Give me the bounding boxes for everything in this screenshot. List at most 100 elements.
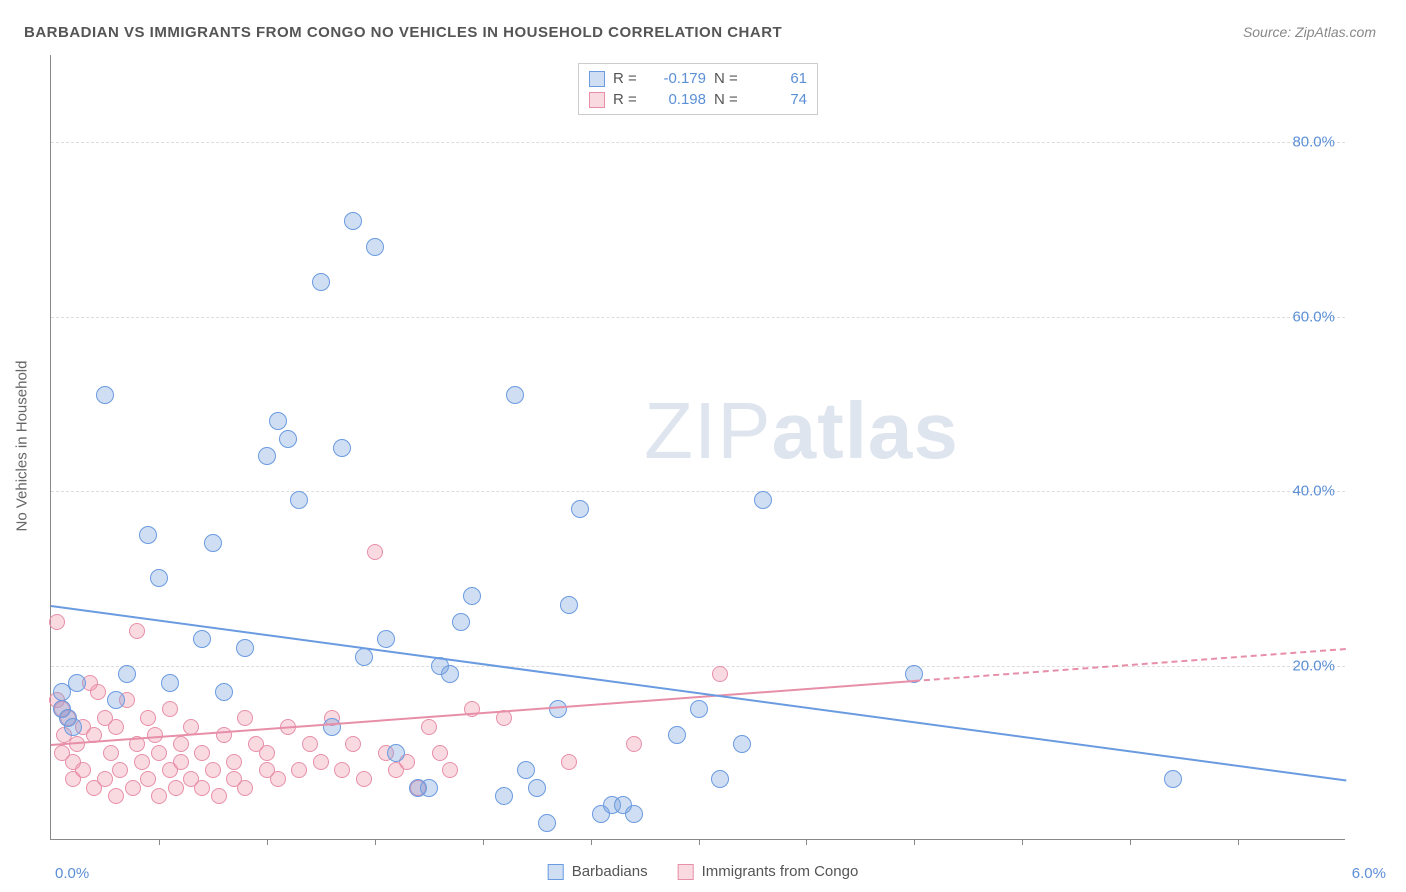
data-point-pink [151, 788, 167, 804]
gridline [51, 666, 1345, 667]
x-axis-max-label: 6.0% [1352, 865, 1386, 882]
legend-item-blue: Barbadians [548, 863, 648, 880]
data-point-blue [68, 674, 86, 692]
legend-swatch-pink [678, 864, 694, 880]
data-point-blue [377, 630, 395, 648]
data-point-pink [205, 762, 221, 778]
data-point-blue [733, 735, 751, 753]
data-point-blue [355, 648, 373, 666]
data-point-pink [125, 780, 141, 796]
data-point-blue [711, 770, 729, 788]
data-point-blue [506, 386, 524, 404]
legend-n-value-blue: 61 [752, 70, 807, 87]
source-label: Source: ZipAtlas.com [1243, 24, 1376, 40]
data-point-blue [754, 491, 772, 509]
data-point-pink [334, 762, 350, 778]
x-tick [375, 839, 376, 845]
data-point-blue [495, 787, 513, 805]
data-point-blue [690, 700, 708, 718]
data-point-blue [290, 491, 308, 509]
data-point-pink [140, 710, 156, 726]
legend-swatch-pink [589, 92, 605, 108]
legend-n-label: N = [714, 91, 744, 108]
x-tick [1022, 839, 1023, 845]
data-point-blue [1164, 770, 1182, 788]
legend-r-label: R = [613, 91, 643, 108]
data-point-blue [215, 683, 233, 701]
data-point-pink [291, 762, 307, 778]
legend-r-value-blue: -0.179 [651, 70, 706, 87]
data-point-pink [626, 736, 642, 752]
y-tick-label: 40.0% [1292, 483, 1335, 500]
data-point-pink [421, 719, 437, 735]
x-tick [1130, 839, 1131, 845]
x-tick [699, 839, 700, 845]
data-point-blue [107, 691, 125, 709]
data-point-pink [49, 614, 65, 630]
gridline [51, 491, 1345, 492]
data-point-pink [237, 780, 253, 796]
trendline-pink [51, 680, 914, 746]
watermark-thin: ZIP [644, 386, 771, 475]
data-point-pink [432, 745, 448, 761]
x-tick [591, 839, 592, 845]
data-point-pink [151, 745, 167, 761]
x-axis-min-label: 0.0% [55, 865, 89, 882]
legend-r-label: R = [613, 70, 643, 87]
x-tick [159, 839, 160, 845]
data-point-blue [387, 744, 405, 762]
data-point-pink [162, 701, 178, 717]
legend-swatch-blue [548, 864, 564, 880]
data-point-pink [168, 780, 184, 796]
y-axis-label: No Vehicles in Household [14, 361, 31, 532]
data-point-pink [561, 754, 577, 770]
data-point-blue [560, 596, 578, 614]
y-tick-label: 20.0% [1292, 657, 1335, 674]
data-point-pink [173, 736, 189, 752]
data-point-blue [538, 814, 556, 832]
data-point-blue [549, 700, 567, 718]
data-point-pink [97, 771, 113, 787]
y-tick-label: 80.0% [1292, 134, 1335, 151]
data-point-blue [463, 587, 481, 605]
data-point-pink [211, 788, 227, 804]
y-tick-label: 60.0% [1292, 308, 1335, 325]
x-tick [914, 839, 915, 845]
data-point-blue [204, 534, 222, 552]
data-point-pink [108, 719, 124, 735]
chart-title: BARBADIAN VS IMMIGRANTS FROM CONGO NO VE… [24, 24, 782, 41]
data-point-pink [237, 710, 253, 726]
data-point-blue [312, 273, 330, 291]
trendline-blue [51, 605, 1346, 781]
data-point-blue [118, 665, 136, 683]
data-point-pink [356, 771, 372, 787]
data-point-pink [108, 788, 124, 804]
data-point-pink [103, 745, 119, 761]
data-point-blue [161, 674, 179, 692]
data-point-pink [270, 771, 286, 787]
data-point-blue [517, 761, 535, 779]
data-point-blue [279, 430, 297, 448]
data-point-pink [112, 762, 128, 778]
data-point-blue [625, 805, 643, 823]
legend-n-label: N = [714, 70, 744, 87]
data-point-pink [313, 754, 329, 770]
legend-stats: R = -0.179 N = 61 R = 0.198 N = 74 [578, 63, 818, 115]
data-point-blue [323, 718, 341, 736]
data-point-pink [712, 666, 728, 682]
legend-r-value-pink: 0.198 [651, 91, 706, 108]
data-point-pink [302, 736, 318, 752]
chart-plot-area: ZIPatlas R = -0.179 N = 61 R = 0.198 N =… [50, 55, 1345, 840]
data-point-pink [226, 754, 242, 770]
x-tick [806, 839, 807, 845]
data-point-blue [96, 386, 114, 404]
data-point-pink [367, 544, 383, 560]
watermark-bold: atlas [772, 386, 959, 475]
legend-swatch-blue [589, 71, 605, 87]
legend-label-blue: Barbadians [572, 863, 648, 880]
data-point-pink [75, 762, 91, 778]
legend-stats-row-pink: R = 0.198 N = 74 [589, 89, 807, 110]
data-point-blue [668, 726, 686, 744]
gridline [51, 142, 1345, 143]
data-point-blue [571, 500, 589, 518]
